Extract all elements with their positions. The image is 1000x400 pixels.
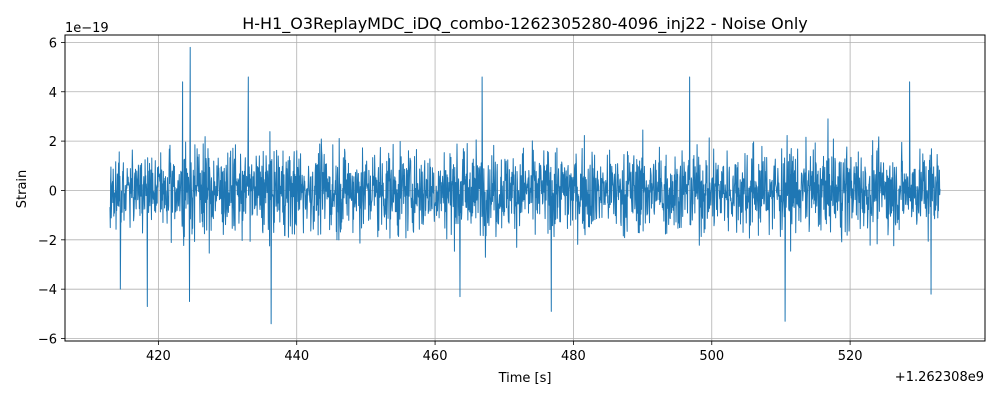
- y-tick-label: 4: [49, 86, 57, 101]
- y-tick-label: −4: [38, 283, 57, 298]
- y-tick-label: −2: [38, 234, 57, 249]
- x-tick-label: 460: [423, 349, 448, 364]
- x-axis-ticks: 420 440 460 480 500 520: [146, 341, 863, 364]
- y-multiplier-label: 1e−19: [65, 21, 109, 36]
- y-axis-ticks: −6 −4 −2 0 2 4 6: [38, 36, 65, 348]
- plot-frame: [64, 34, 986, 342]
- strain-series: [109, 46, 941, 325]
- y-axis-label: Strain: [15, 170, 30, 209]
- y-tick-label: 2: [49, 135, 57, 150]
- x-tick-label: 420: [146, 349, 171, 364]
- x-offset-label: +1.262308e9: [895, 370, 984, 385]
- x-tick-label: 440: [284, 349, 309, 364]
- y-tick-label: 6: [49, 36, 57, 51]
- chart-title: H-H1_O3ReplayMDC_iDQ_combo-1262305280-40…: [242, 14, 808, 34]
- y-tick-label: 0: [49, 184, 57, 199]
- x-tick-label: 480: [561, 349, 586, 364]
- y-tick-label: −6: [38, 333, 57, 348]
- x-tick-label: 520: [838, 349, 863, 364]
- x-axis-label: Time [s]: [498, 371, 552, 386]
- x-tick-label: 500: [699, 349, 724, 364]
- strain-line: [109, 46, 941, 325]
